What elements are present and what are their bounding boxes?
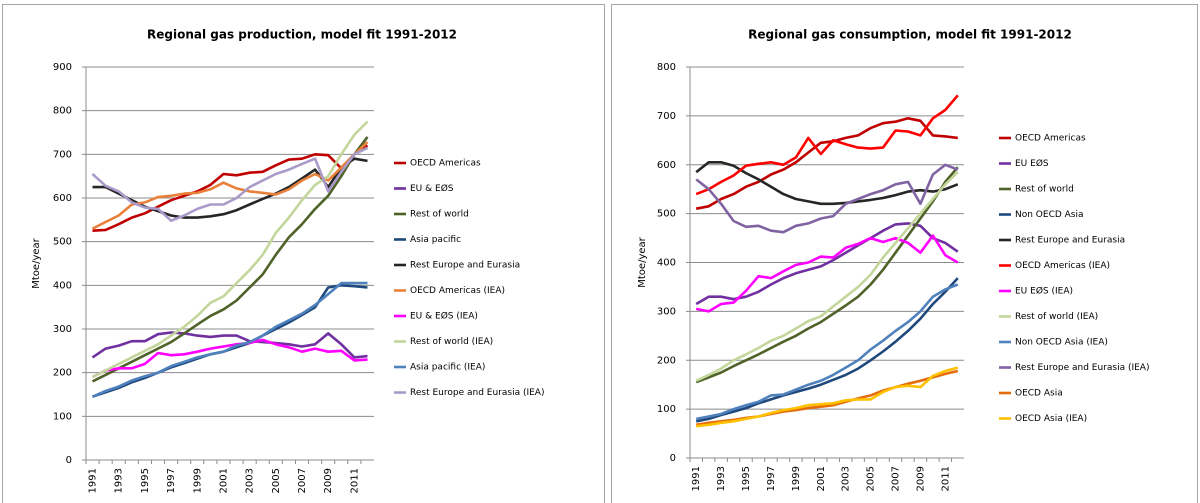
y-tick-label: 500 xyxy=(657,209,676,220)
series-line xyxy=(695,277,959,423)
x-tick-label: 1999 xyxy=(192,468,203,493)
legend-label: OECD Asia (IEA) xyxy=(1015,414,1087,424)
x-tick-label: 2005 xyxy=(271,468,282,493)
panel-right xyxy=(611,4,1198,503)
series-line xyxy=(695,234,959,313)
x-tick-label: 2009 xyxy=(323,468,334,493)
legend-label: OECD Asia xyxy=(1015,389,1063,399)
x-tick-label: 1997 xyxy=(766,466,777,491)
legend-label: OECD Americas (IEA) xyxy=(410,286,505,296)
legend-label: Asia pacific xyxy=(410,235,461,245)
legend-label: Rest of world (IEA) xyxy=(1015,312,1098,322)
x-tick-label: 1991 xyxy=(691,466,702,491)
y-tick-label: 700 xyxy=(53,149,72,160)
legend-label: EU EØS xyxy=(1015,158,1049,169)
legend-label: Asia pacific (IEA) xyxy=(410,363,485,373)
y-tick-label: 200 xyxy=(53,368,72,379)
legend-label: OECD Americas (IEA) xyxy=(1015,261,1110,271)
y-tick-label: 0 xyxy=(66,455,72,466)
y-tick-label: 300 xyxy=(657,306,676,317)
y-tick-label: 400 xyxy=(657,258,676,269)
y-tick-label: 400 xyxy=(53,280,72,291)
x-tick-label: 2001 xyxy=(218,468,229,493)
x-tick-label: 2009 xyxy=(915,466,926,491)
x-tick-label: 1991 xyxy=(88,468,99,493)
y-tick-label: 500 xyxy=(53,237,72,248)
y-tick-label: 800 xyxy=(657,62,676,73)
series-line xyxy=(696,366,959,428)
series-line xyxy=(91,136,369,383)
legend-label: Rest Europe and Eurasia xyxy=(1015,236,1125,246)
x-tick-label: 2005 xyxy=(866,466,877,491)
y-tick-label: 600 xyxy=(53,193,72,204)
x-tick-label: 2011 xyxy=(349,468,360,493)
x-tick-label: 1995 xyxy=(741,466,752,491)
panel-left xyxy=(2,4,605,503)
series-line xyxy=(91,281,368,398)
y-tick-label: 300 xyxy=(53,324,72,335)
x-tick-label: 1993 xyxy=(114,468,125,493)
y-tick-label: 700 xyxy=(657,111,676,122)
series-line xyxy=(695,163,959,234)
y-tick-label: 100 xyxy=(657,404,676,415)
legend-label: Rest of world xyxy=(1015,185,1074,195)
x-tick-label: 2003 xyxy=(245,468,256,493)
series-line xyxy=(695,171,959,382)
chart-title: Regional gas production, model fit 1991-… xyxy=(147,28,457,42)
x-tick-label: 2007 xyxy=(297,468,308,493)
legend-label: Rest of world (IEA) xyxy=(410,337,493,347)
x-tick-label: 1999 xyxy=(791,466,802,491)
series-line xyxy=(92,144,369,232)
y-tick-label: 200 xyxy=(657,355,676,366)
series-line xyxy=(91,146,369,222)
series-line xyxy=(91,338,368,379)
x-tick-label: 2001 xyxy=(816,466,827,491)
legend-label: EU & EØS (IEA) xyxy=(410,311,478,322)
x-tick-label: 2011 xyxy=(940,466,951,491)
series-line xyxy=(695,94,959,196)
legend-label: OECD Americas xyxy=(410,159,481,169)
y-tick-label: 100 xyxy=(53,411,72,422)
y-axis-title: Mtoe/year xyxy=(637,236,648,287)
legend-label: EU EØS (IEA) xyxy=(1015,286,1073,297)
legend-label: Rest Europe and Eurasia (IEA) xyxy=(1015,363,1149,373)
y-axis-title: Mtoe/year xyxy=(31,237,42,288)
series-line xyxy=(91,331,368,359)
x-tick-label: 1993 xyxy=(716,466,727,491)
y-tick-label: 900 xyxy=(53,62,72,73)
legend-label: Rest Europe and Eurasia (IEA) xyxy=(410,388,544,398)
chart-title: Regional gas consumption, model fit 1991… xyxy=(748,28,1072,42)
legend-label: EU & EØS xyxy=(410,183,454,194)
legend-label: Rest Europe and Eurasia xyxy=(410,261,520,271)
x-tick-label: 1995 xyxy=(140,468,151,493)
x-tick-label: 2003 xyxy=(841,466,852,491)
x-tick-label: 1997 xyxy=(166,468,177,493)
legend-label: Non OECD Asia xyxy=(1015,210,1084,220)
y-tick-label: 800 xyxy=(53,106,72,117)
legend-label: Non OECD Asia (IEA) xyxy=(1015,338,1108,348)
x-tick-label: 2007 xyxy=(891,466,902,491)
legend-label: OECD Americas xyxy=(1015,134,1086,144)
series-line xyxy=(695,166,959,384)
y-tick-label: 600 xyxy=(657,160,676,171)
legend-label: Rest of world xyxy=(410,210,469,220)
series-line xyxy=(91,120,369,379)
series-line xyxy=(695,283,959,421)
series-line xyxy=(695,117,958,210)
y-tick-label: 0 xyxy=(670,453,676,464)
